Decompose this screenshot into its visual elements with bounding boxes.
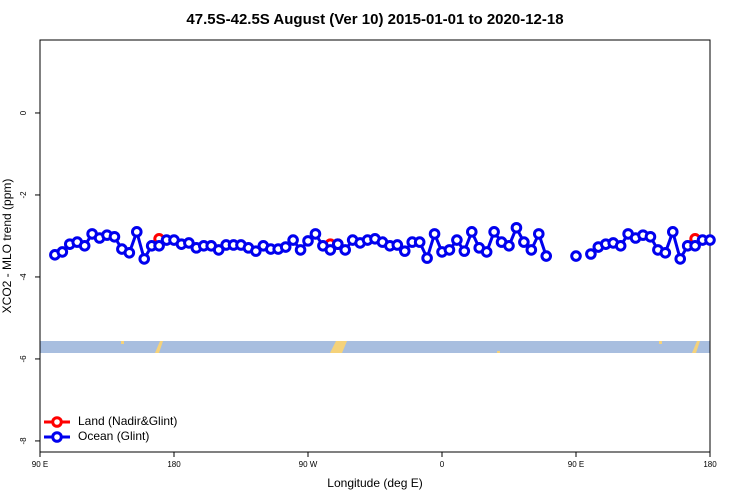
x-tick-label: 0	[440, 460, 445, 469]
legend-marker	[51, 431, 63, 443]
data-point	[644, 230, 657, 243]
data-point	[138, 253, 151, 265]
y-tick-label: -2	[19, 191, 28, 199]
data-point	[421, 252, 433, 264]
data-point	[339, 244, 352, 256]
x-axis-label: Longitude (deg E)	[327, 476, 422, 490]
legend-label: Land (Nadir&Glint)	[78, 414, 177, 428]
y-tick-label: -6	[19, 355, 28, 363]
data-point	[465, 226, 478, 238]
data-point	[108, 230, 121, 243]
data-point	[130, 226, 143, 238]
data-point	[659, 246, 672, 259]
data-point	[250, 245, 262, 257]
x-tick-label: 90 E	[568, 460, 584, 469]
data-point	[443, 244, 456, 256]
data-point	[398, 245, 411, 257]
data-point	[666, 226, 679, 238]
data-point	[428, 228, 441, 240]
data-point	[510, 221, 523, 234]
y-tick-label: 0	[19, 110, 28, 115]
data-point	[331, 238, 344, 250]
data-point	[518, 236, 530, 248]
data-point	[391, 239, 404, 251]
data-point	[614, 239, 627, 252]
chart-title: 47.5S-42.5S August (Ver 10) 2015-01-01 t…	[186, 11, 563, 28]
data-point	[689, 239, 701, 252]
data-point	[302, 235, 314, 247]
legend-marker	[51, 416, 63, 428]
land-marks	[121, 341, 700, 353]
data-point	[153, 239, 165, 252]
data-point	[674, 253, 687, 265]
data-point	[309, 228, 322, 240]
data-point	[480, 246, 493, 258]
data-point	[413, 236, 426, 248]
data-point	[212, 244, 225, 256]
data-point	[525, 244, 538, 256]
y-tick-label: -8	[19, 437, 28, 445]
y-axis-label: XCO2 - MLO trend (ppm)	[0, 179, 14, 314]
surface-strip	[40, 341, 710, 353]
x-tick-label: 90 E	[32, 460, 48, 469]
x-tick-label: 180	[167, 460, 181, 469]
legend-label: Ocean (Glint)	[78, 429, 149, 443]
data-point	[488, 226, 500, 238]
y-tick-label: -4	[19, 273, 28, 281]
data-point	[294, 244, 307, 256]
data-point	[451, 234, 463, 246]
data-point	[532, 228, 545, 240]
data-point	[585, 248, 597, 260]
data-point	[540, 250, 553, 262]
data-point	[78, 239, 91, 252]
data-point	[324, 244, 337, 256]
x-tick-label: 180	[703, 460, 717, 469]
data-point	[570, 250, 582, 262]
data-point	[56, 246, 69, 258]
data-point	[704, 234, 716, 246]
data-point	[279, 241, 292, 253]
data-point	[287, 234, 299, 246]
plot-frame	[39, 39, 711, 453]
x-tick-label: 90 W	[299, 460, 318, 469]
data-point	[458, 245, 471, 257]
data-point	[123, 246, 136, 259]
data-point	[183, 237, 195, 249]
data-point	[503, 239, 515, 252]
